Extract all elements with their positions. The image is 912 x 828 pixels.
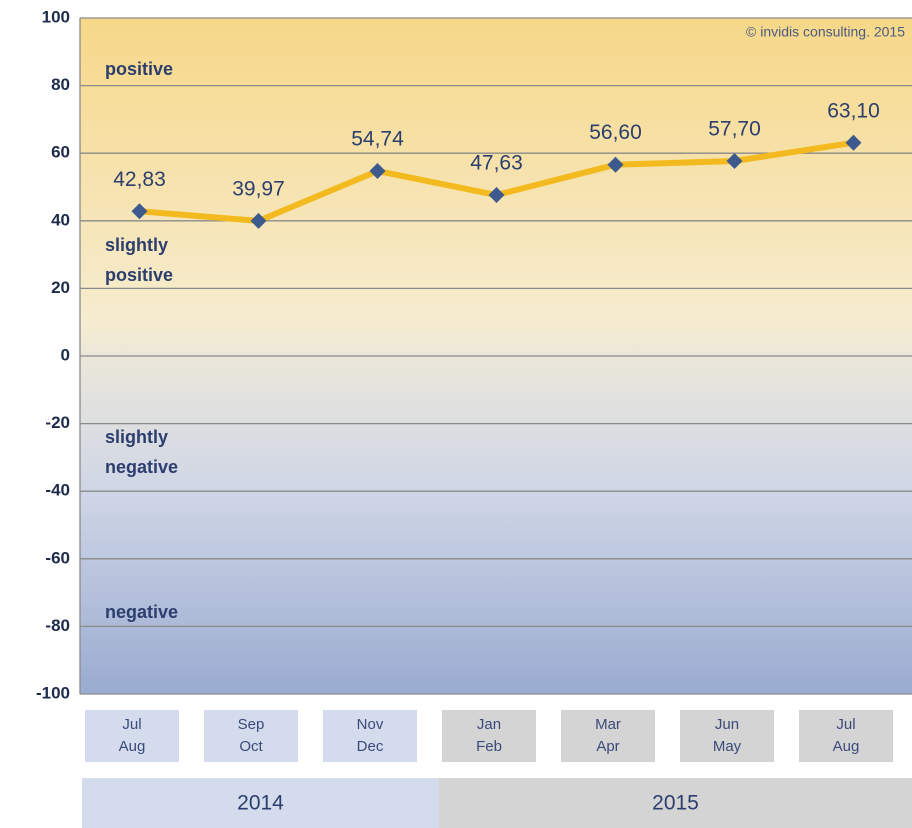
value-label: 63,10 <box>827 99 880 122</box>
data-point <box>607 156 624 173</box>
value-label: 56,60 <box>589 121 642 144</box>
category-box <box>561 710 655 762</box>
zone-label: positive <box>105 59 173 79</box>
x-tick-label: Apr <box>596 738 619 755</box>
group-box <box>82 778 439 828</box>
category-box <box>799 710 893 762</box>
x-tick-label: Jan <box>477 716 501 733</box>
x-tick-label: Jun <box>715 716 739 733</box>
category-box <box>204 710 298 762</box>
y-tick-label: -100 <box>36 683 70 702</box>
value-label: 42,83 <box>113 168 166 191</box>
group-box <box>439 778 912 828</box>
x-tick-label: Nov <box>357 716 384 733</box>
zone-label: slightly <box>105 427 168 447</box>
y-tick-label: 80 <box>51 75 70 94</box>
category-box <box>85 710 179 762</box>
data-point <box>369 162 386 179</box>
zone-label: slightly <box>105 235 168 255</box>
y-tick-label: -60 <box>45 548 70 567</box>
y-tick-label: 20 <box>51 278 70 297</box>
category-box <box>442 710 536 762</box>
y-tick-label: 0 <box>61 345 70 364</box>
zone-label: negative <box>105 457 178 477</box>
group-label: 2015 <box>652 792 699 815</box>
x-tick-label: Mar <box>595 716 621 733</box>
y-tick-label: -20 <box>45 413 70 432</box>
data-point <box>726 152 743 169</box>
category-box <box>680 710 774 762</box>
data-point <box>250 212 267 229</box>
y-tick-label: 40 <box>51 210 70 229</box>
y-tick-label: -80 <box>45 616 70 635</box>
x-tick-label: Aug <box>119 738 146 755</box>
x-tick-label: Feb <box>476 738 502 755</box>
x-tick-label: Dec <box>357 738 384 755</box>
source: © invidis consulting. 2015 <box>746 24 905 40</box>
y-tick-label: -40 <box>45 481 70 500</box>
value-label: 57,70 <box>708 118 761 141</box>
value-label: 39,97 <box>232 177 285 200</box>
zone-label: negative <box>105 602 178 622</box>
x-tick-label: Jul <box>836 716 855 733</box>
x-tick-label: Sep <box>238 716 265 733</box>
y-tick-label: 60 <box>51 143 70 162</box>
value-label: 47,63 <box>470 152 523 175</box>
data-point <box>845 134 862 151</box>
x-tick-label: Aug <box>833 738 860 755</box>
value-label: 54,74 <box>351 128 404 151</box>
x-tick-label: May <box>713 738 742 755</box>
group-label: 2014 <box>237 792 284 815</box>
x-tick-label: Jul <box>122 716 141 733</box>
x-tick-label: Oct <box>239 738 263 755</box>
y-tick-label: 100 <box>42 7 70 26</box>
zone-label: positive <box>105 265 173 285</box>
category-box <box>323 710 417 762</box>
data-point <box>488 187 505 204</box>
data-point <box>131 203 148 220</box>
